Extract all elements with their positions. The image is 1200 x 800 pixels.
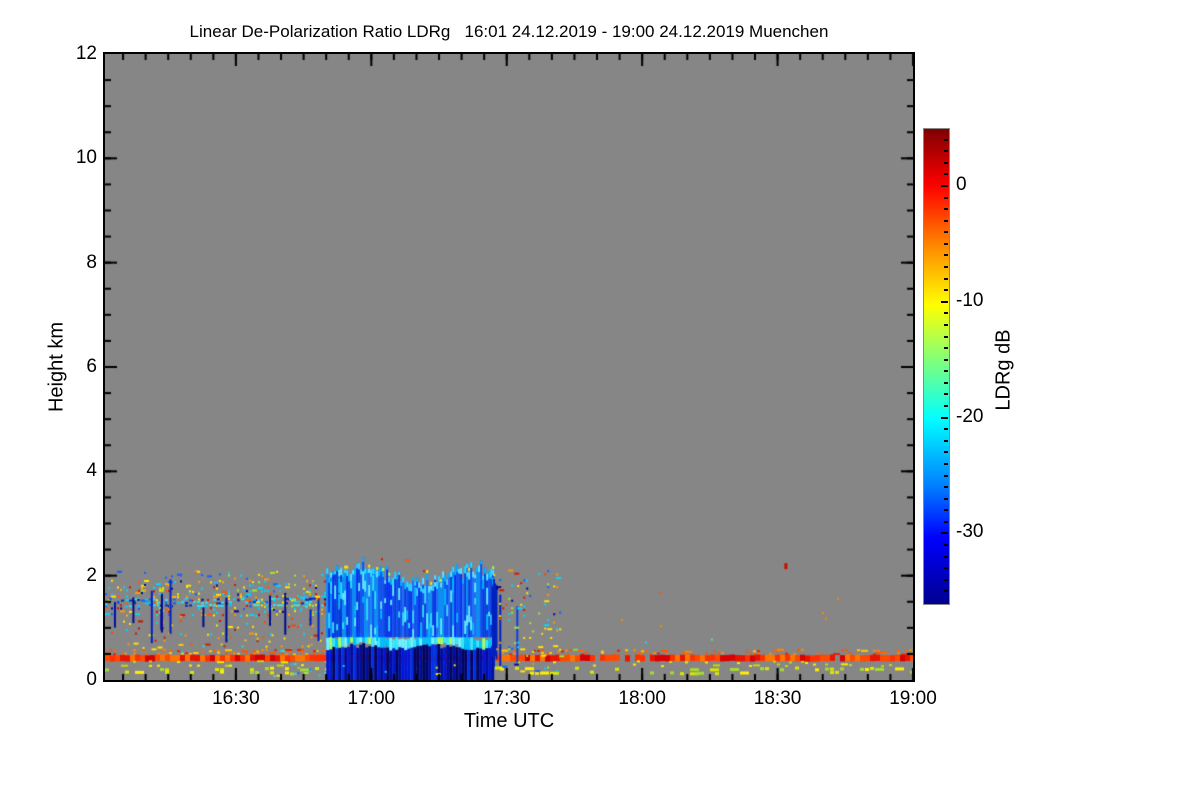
colorbar-minor-tick <box>944 474 948 477</box>
colorbar-minor-tick <box>944 312 948 315</box>
colorbar-minor-tick <box>944 173 948 176</box>
colorbar-minor-tick <box>944 509 948 512</box>
colorbar-minor-tick <box>944 335 948 338</box>
y-tick-label: 4 <box>86 460 97 482</box>
colorbar-minor-tick <box>944 486 948 489</box>
colorbar-major-tick <box>941 300 948 303</box>
colorbar-minor-tick <box>944 347 948 350</box>
colorbar-minor-tick <box>944 544 948 547</box>
colorbar-minor-tick <box>944 266 948 269</box>
colorbar-minor-tick <box>944 439 948 442</box>
colorbar-tick-label: -30 <box>956 521 984 543</box>
colorbar-minor-tick <box>944 208 948 211</box>
colorbar-minor-tick <box>944 462 948 465</box>
colorbar-tick-label: 0 <box>956 173 967 195</box>
x-tick-label: 18:00 <box>618 688 666 709</box>
colorbar-minor-tick <box>944 150 948 153</box>
colorbar-minor-tick <box>944 277 948 280</box>
colorbar-minor-tick <box>944 358 948 361</box>
colorbar-minor-tick <box>944 520 948 523</box>
colorbar-label: LDRg dB <box>992 329 1015 411</box>
colorbar-minor-tick <box>944 451 948 454</box>
colorbar-minor-tick <box>944 254 948 257</box>
y-tick-label: 8 <box>86 251 97 273</box>
colorbar-minor-tick <box>944 242 948 245</box>
colorbar-minor-tick <box>944 567 948 570</box>
y-tick-label: 10 <box>75 147 97 169</box>
y-tick-label: 12 <box>75 43 97 64</box>
x-axis-label: Time UTC <box>463 710 555 732</box>
x-tick-label: 17:00 <box>347 688 396 709</box>
heatmap-canvas <box>105 54 913 680</box>
colorbar-minor-tick <box>944 219 948 222</box>
colorbar-major-tick <box>941 532 948 535</box>
y-tick-label: 0 <box>86 669 97 690</box>
x-tick-label: 17:30 <box>482 688 531 709</box>
colorbar-minor-tick <box>944 289 948 292</box>
colorbar-minor-tick <box>944 231 948 234</box>
x-tick-label: 16:30 <box>212 688 260 709</box>
y-tick-label: 2 <box>86 564 97 586</box>
colorbar-minor-tick <box>944 555 948 558</box>
colorbar-major-tick <box>941 184 948 187</box>
colorbar-major-tick <box>941 416 948 419</box>
colorbar-minor-tick <box>944 497 948 500</box>
colorbar-minor-tick <box>944 323 948 326</box>
colorbar-minor-tick <box>944 578 948 581</box>
colorbar-minor-tick <box>944 405 948 408</box>
colorbar-minor-tick <box>944 393 948 396</box>
y-tick-label: 6 <box>86 356 97 377</box>
colorbar-minor-tick <box>944 381 948 384</box>
plot-area <box>103 52 915 682</box>
colorbar-minor-tick <box>944 590 948 593</box>
x-tick-label: 18:30 <box>753 688 802 709</box>
colorbar-minor-tick <box>944 428 948 431</box>
x-tick-label: 19:00 <box>889 688 937 709</box>
colorbar-minor-tick <box>944 138 948 141</box>
chart-title: Linear De-Polarization Ratio LDRg 16:01 … <box>189 22 829 41</box>
colorbar-minor-tick <box>944 161 948 164</box>
colorbar-tick-label: -20 <box>956 405 984 427</box>
colorbar-minor-tick <box>944 196 948 199</box>
colorbar-minor-tick <box>944 370 948 373</box>
colorbar-tick-label: -10 <box>956 289 984 311</box>
